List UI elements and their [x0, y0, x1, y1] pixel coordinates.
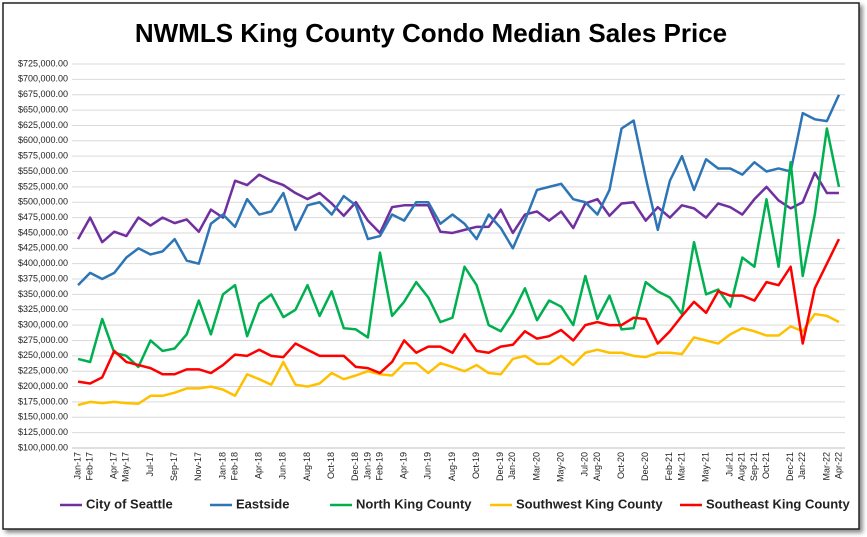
x-tick-label: Dec-19	[495, 452, 505, 481]
series-line	[77, 312, 840, 407]
x-tick-label: Feb-17	[84, 452, 94, 481]
x-tick-label: Aug-20	[592, 452, 602, 481]
x-tick-label: Mar-21	[676, 452, 686, 481]
x-tick-label: Jun-19	[423, 452, 433, 480]
x-tick-label: Jul-20	[580, 452, 590, 477]
x-tick-label: Jan-18	[217, 452, 227, 480]
x-tick-label: Jan-19	[362, 452, 372, 480]
x-tick-label: Apr-17	[109, 452, 119, 479]
y-tick-label: $425,000.00	[18, 243, 68, 253]
x-tick-label: Apr-19	[399, 452, 409, 479]
x-tick-label: Apr-22	[833, 452, 843, 479]
y-tick-label: $500,000.00	[18, 197, 68, 207]
x-tick-label: Apr-18	[254, 452, 264, 479]
x-tick-label: Jul-21	[725, 452, 735, 477]
x-tick-label: Jan-20	[507, 452, 517, 480]
y-tick-label: $400,000.00	[18, 258, 68, 268]
x-tick-label: Dec-21	[785, 452, 795, 481]
series-line	[77, 127, 841, 369]
legend-label: City of Seattle	[86, 496, 173, 511]
x-tick-label: Oct-18	[326, 452, 336, 479]
y-tick-label: $275,000.00	[18, 335, 68, 345]
x-tick-label: Feb-21	[664, 452, 674, 481]
chart-title: NWMLS King County Condo Median Sales Pri…	[135, 18, 727, 48]
legend-label: Southeast King County	[706, 496, 850, 511]
x-tick-label: Oct-19	[471, 452, 481, 479]
chart-frame	[2, 2, 860, 530]
x-tick-label: Feb-18	[229, 452, 239, 481]
x-tick-label: Sep-17	[169, 452, 179, 481]
y-tick-label: $600,000.00	[18, 135, 68, 145]
y-tick-label: $250,000.00	[18, 350, 68, 360]
x-tick-label: Dec-20	[640, 452, 650, 481]
y-tick-label: $700,000.00	[18, 74, 68, 84]
legend-label: Southwest King County	[516, 496, 663, 511]
x-tick-label: Oct-20	[616, 452, 626, 479]
x-tick-label: Mar-22	[821, 452, 831, 481]
x-tick-label: Jun-18	[278, 452, 288, 480]
y-tick-label: $675,000.00	[18, 89, 68, 99]
x-tick-label: Oct-21	[761, 452, 771, 479]
y-tick-label: $325,000.00	[18, 304, 68, 314]
y-tick-label: $175,000.00	[18, 396, 68, 406]
x-tick-label: May-21	[700, 452, 710, 482]
x-tick-label: Aug-21	[737, 452, 747, 481]
x-tick-label: Jul-17	[145, 452, 155, 477]
y-tick-label: $200,000.00	[18, 381, 68, 391]
x-tick-label: Aug-19	[447, 452, 457, 481]
x-tick-label: Feb-19	[374, 452, 384, 481]
series-line	[77, 238, 841, 385]
x-tick-label: Jan-22	[797, 452, 807, 480]
y-tick-label: $100,000.00	[18, 442, 68, 452]
y-tick-label: $625,000.00	[18, 120, 68, 130]
y-tick-label: $225,000.00	[18, 366, 68, 376]
y-tick-label: $150,000.00	[18, 412, 68, 422]
x-tick-label: May-20	[556, 452, 566, 482]
y-tick-label: $550,000.00	[18, 166, 68, 176]
legend-label: Eastside	[236, 496, 289, 511]
x-tick-label: Mar-20	[531, 452, 541, 481]
x-tick-label: Jan-17	[72, 452, 82, 480]
y-tick-label: $525,000.00	[18, 181, 68, 191]
y-tick-label: $450,000.00	[18, 227, 68, 237]
series-line	[76, 171, 839, 244]
x-tick-label: May-17	[121, 452, 131, 482]
y-tick-label: $350,000.00	[18, 289, 68, 299]
x-tick-label: Nov-17	[193, 452, 203, 481]
x-tick-label: Aug-18	[302, 452, 312, 481]
legend-label: North King County	[356, 496, 472, 511]
y-tick-label: $650,000.00	[18, 104, 68, 114]
y-tick-label: $475,000.00	[18, 212, 68, 222]
x-tick-label: Dec-18	[350, 452, 360, 481]
series-line	[77, 94, 841, 287]
y-tick-label: $375,000.00	[18, 273, 68, 283]
y-tick-label: $725,000.00	[18, 58, 68, 68]
y-tick-label: $125,000.00	[18, 427, 68, 437]
y-tick-label: $575,000.00	[18, 151, 68, 161]
x-tick-label: Sep-21	[749, 452, 759, 481]
y-tick-label: $300,000.00	[18, 319, 68, 329]
